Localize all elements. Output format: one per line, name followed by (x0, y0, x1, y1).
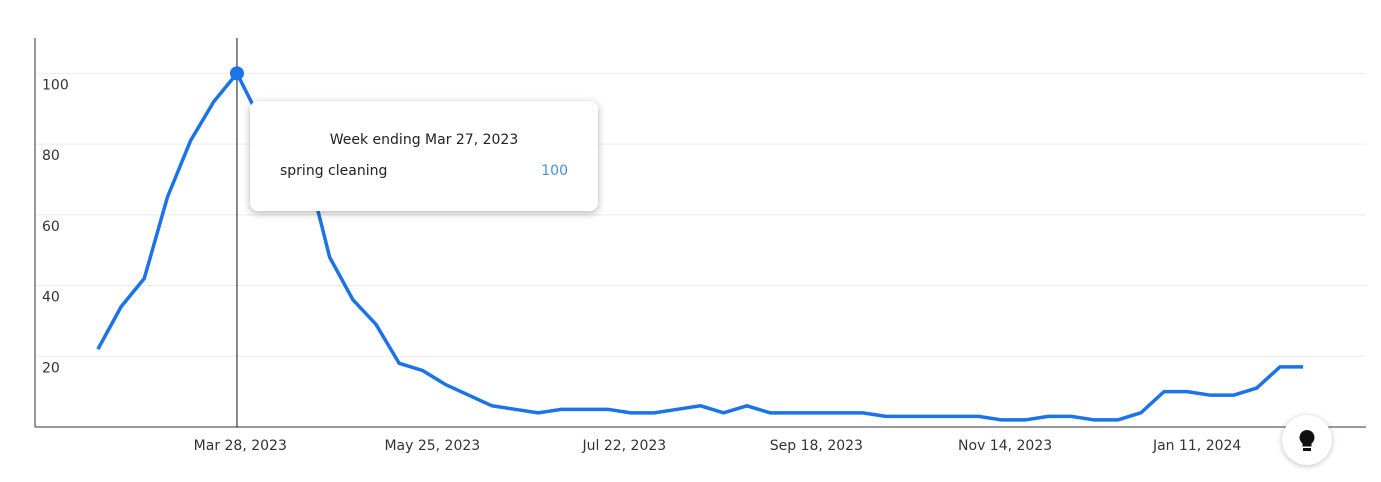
y-tick-label: 20 (42, 360, 60, 376)
tooltip-series: spring cleaning (280, 163, 388, 179)
x-tick-label: Jan 11, 2024 (1152, 438, 1241, 454)
tooltip-value: 100 (541, 163, 568, 179)
x-tick-label: Jul 22, 2023 (582, 438, 667, 454)
x-tick-label: Mar 28, 2023 (194, 438, 287, 454)
hover-point (229, 66, 244, 81)
y-tick-label: 100 (42, 77, 69, 93)
tooltip-title: Week ending Mar 27, 2023 (329, 132, 519, 148)
x-tick-label: Sep 18, 2023 (770, 438, 863, 454)
y-tick-label: 60 (42, 219, 60, 235)
y-tick-label: 80 (42, 148, 60, 164)
y-tick-label: 40 (42, 290, 60, 306)
x-tick-label: Nov 14, 2023 (958, 438, 1052, 454)
tooltip: Week ending Mar 27, 2023 spring cleaning… (250, 101, 598, 211)
bulb-icon (1299, 430, 1315, 451)
insight-button[interactable] (1282, 415, 1332, 465)
x-tick-label: May 25, 2023 (384, 438, 480, 454)
